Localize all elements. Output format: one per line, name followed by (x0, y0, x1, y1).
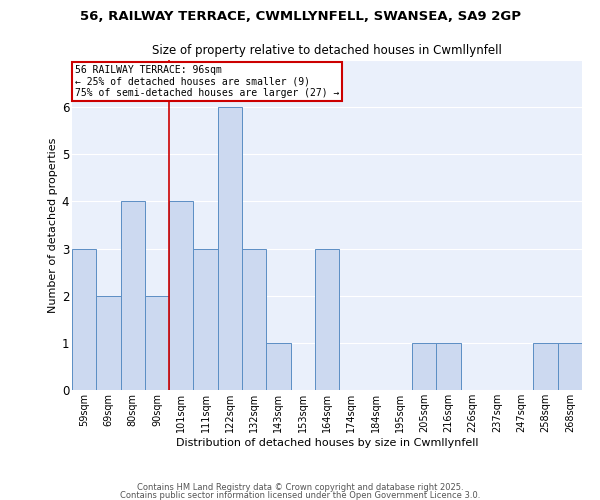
Bar (218, 107, 242, 390)
Bar (533, 343, 558, 390)
Bar (72, 248, 96, 390)
Bar (193, 248, 218, 390)
Title: Size of property relative to detached houses in Cwmllynfell: Size of property relative to detached ho… (152, 44, 502, 58)
Bar (436, 343, 461, 390)
Bar (315, 248, 339, 390)
Bar (412, 343, 436, 390)
X-axis label: Distribution of detached houses by size in Cwmllynfell: Distribution of detached houses by size … (176, 438, 478, 448)
Text: Contains public sector information licensed under the Open Government Licence 3.: Contains public sector information licen… (120, 490, 480, 500)
Bar (242, 248, 266, 390)
Bar (96, 296, 121, 390)
Text: 56 RAILWAY TERRACE: 96sqm
← 25% of detached houses are smaller (9)
75% of semi-d: 56 RAILWAY TERRACE: 96sqm ← 25% of detac… (74, 65, 339, 98)
Bar (558, 343, 582, 390)
Y-axis label: Number of detached properties: Number of detached properties (47, 138, 58, 312)
Bar (266, 343, 290, 390)
Bar (121, 202, 145, 390)
Bar (145, 296, 169, 390)
Text: 56, RAILWAY TERRACE, CWMLLYNFELL, SWANSEA, SA9 2GP: 56, RAILWAY TERRACE, CWMLLYNFELL, SWANSE… (79, 10, 521, 23)
Bar (169, 202, 193, 390)
Text: Contains HM Land Registry data © Crown copyright and database right 2025.: Contains HM Land Registry data © Crown c… (137, 484, 463, 492)
